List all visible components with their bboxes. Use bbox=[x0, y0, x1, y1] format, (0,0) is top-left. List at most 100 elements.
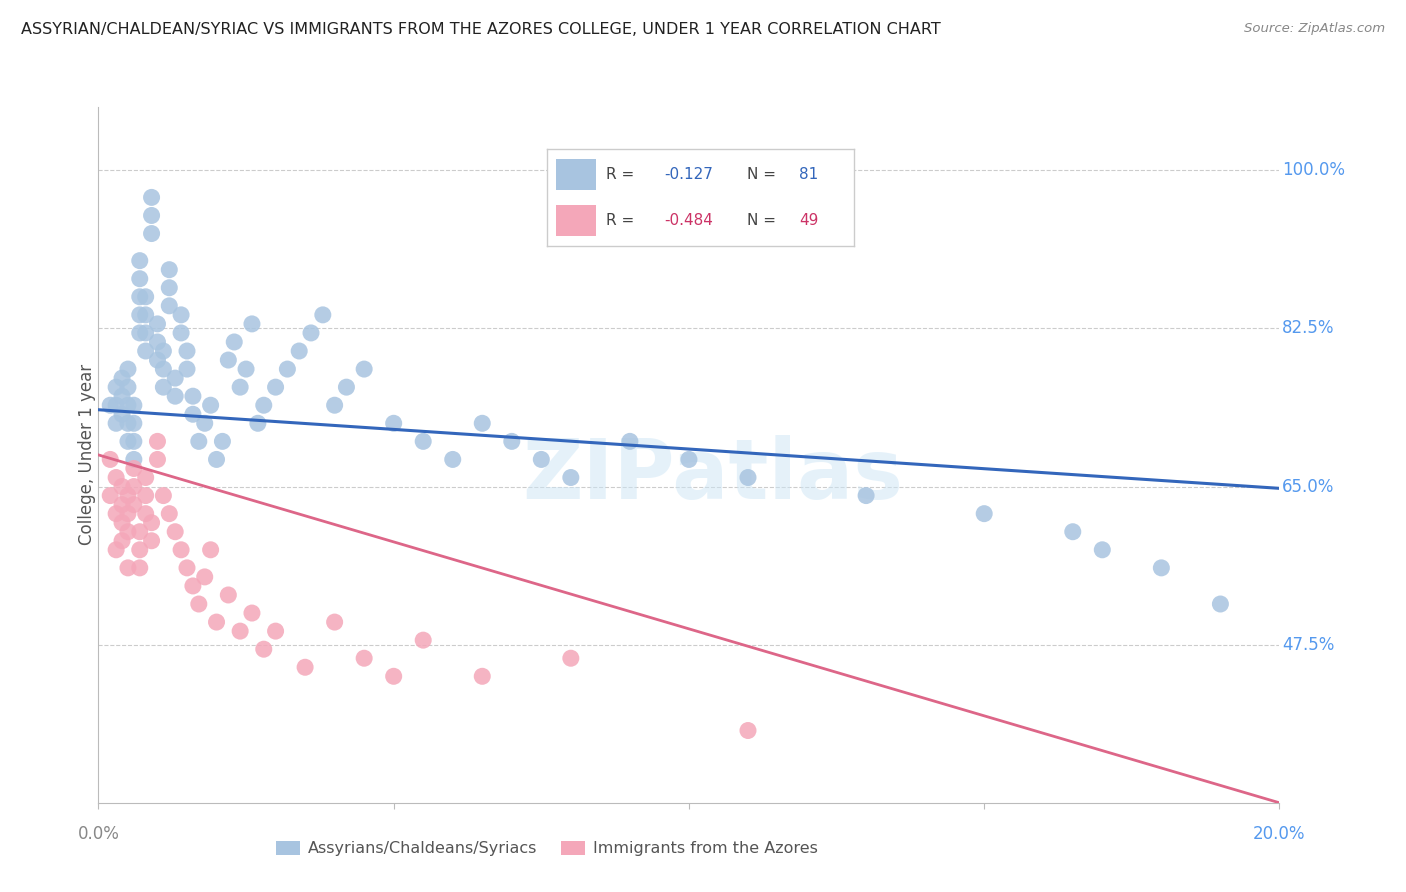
Point bbox=[170, 308, 193, 322]
Point bbox=[1150, 561, 1173, 575]
Point bbox=[117, 561, 139, 575]
Point bbox=[128, 290, 150, 304]
Point bbox=[152, 362, 174, 376]
Point bbox=[105, 507, 128, 521]
Point bbox=[217, 588, 239, 602]
Point bbox=[678, 452, 700, 467]
Point bbox=[117, 434, 139, 449]
Point bbox=[288, 344, 311, 359]
Point bbox=[382, 669, 405, 683]
Point bbox=[176, 344, 198, 359]
Point bbox=[141, 227, 163, 241]
Point bbox=[122, 479, 145, 493]
Y-axis label: College, Under 1 year: College, Under 1 year bbox=[79, 364, 96, 546]
Point bbox=[157, 262, 180, 277]
Point bbox=[128, 308, 150, 322]
Point bbox=[152, 344, 174, 359]
Point bbox=[176, 561, 198, 575]
Point bbox=[530, 452, 553, 467]
Point bbox=[128, 524, 150, 539]
Point bbox=[135, 308, 157, 322]
Point bbox=[253, 398, 276, 412]
Point bbox=[98, 398, 121, 412]
Point bbox=[157, 299, 180, 313]
Point bbox=[181, 407, 204, 421]
Point bbox=[111, 498, 134, 512]
Text: Source: ZipAtlas.com: Source: ZipAtlas.com bbox=[1244, 22, 1385, 36]
Point bbox=[471, 417, 494, 431]
Legend: Assyrians/Chaldeans/Syriacs, Immigrants from the Azores: Assyrians/Chaldeans/Syriacs, Immigrants … bbox=[271, 836, 823, 861]
Point bbox=[737, 470, 759, 484]
Point bbox=[141, 190, 163, 204]
Point bbox=[111, 407, 134, 421]
Point bbox=[122, 461, 145, 475]
Point bbox=[471, 669, 494, 683]
Point bbox=[211, 434, 233, 449]
Point bbox=[323, 398, 346, 412]
Point bbox=[146, 353, 169, 368]
Point bbox=[128, 326, 150, 340]
Point bbox=[200, 398, 222, 412]
Point bbox=[501, 434, 523, 449]
Point bbox=[111, 533, 134, 548]
Point bbox=[98, 489, 121, 503]
Point bbox=[135, 470, 157, 484]
Point bbox=[165, 371, 187, 385]
Point bbox=[135, 326, 157, 340]
Point bbox=[122, 398, 145, 412]
Point bbox=[217, 353, 239, 368]
Text: 47.5%: 47.5% bbox=[1282, 636, 1334, 654]
Text: ASSYRIAN/CHALDEAN/SYRIAC VS IMMIGRANTS FROM THE AZORES COLLEGE, UNDER 1 YEAR COR: ASSYRIAN/CHALDEAN/SYRIAC VS IMMIGRANTS F… bbox=[21, 22, 941, 37]
Point bbox=[157, 507, 180, 521]
Point bbox=[235, 362, 257, 376]
Point bbox=[146, 317, 169, 331]
Point bbox=[264, 380, 287, 394]
Point bbox=[117, 489, 139, 503]
Point bbox=[276, 362, 298, 376]
Point bbox=[98, 452, 121, 467]
Point bbox=[264, 624, 287, 639]
Text: 20.0%: 20.0% bbox=[1253, 825, 1306, 844]
Point bbox=[224, 334, 246, 349]
Point bbox=[105, 398, 128, 412]
Point bbox=[194, 570, 217, 584]
Point bbox=[141, 516, 163, 530]
Point bbox=[170, 326, 193, 340]
Point bbox=[181, 389, 204, 403]
Point bbox=[1062, 524, 1084, 539]
Text: 0.0%: 0.0% bbox=[77, 825, 120, 844]
Point bbox=[200, 542, 222, 557]
Point bbox=[111, 516, 134, 530]
Point bbox=[146, 434, 169, 449]
Point bbox=[294, 660, 316, 674]
Point bbox=[122, 452, 145, 467]
Point bbox=[105, 542, 128, 557]
Point bbox=[737, 723, 759, 738]
Point bbox=[152, 380, 174, 394]
Point bbox=[111, 479, 134, 493]
Point bbox=[165, 389, 187, 403]
Point bbox=[176, 362, 198, 376]
Point bbox=[122, 417, 145, 431]
Point bbox=[157, 281, 180, 295]
Point bbox=[187, 434, 209, 449]
Point bbox=[312, 308, 335, 322]
Point bbox=[335, 380, 357, 394]
Point bbox=[323, 615, 346, 629]
Text: 82.5%: 82.5% bbox=[1282, 319, 1334, 337]
Point bbox=[382, 417, 405, 431]
Point bbox=[619, 434, 641, 449]
Point bbox=[128, 561, 150, 575]
Point bbox=[353, 362, 375, 376]
Point bbox=[229, 624, 252, 639]
Point bbox=[128, 253, 150, 268]
Point bbox=[152, 489, 174, 503]
Point bbox=[117, 507, 139, 521]
Point bbox=[165, 524, 187, 539]
Point bbox=[128, 542, 150, 557]
Point bbox=[141, 209, 163, 223]
Point bbox=[135, 507, 157, 521]
Point bbox=[187, 597, 209, 611]
Point bbox=[299, 326, 322, 340]
Point bbox=[560, 651, 582, 665]
